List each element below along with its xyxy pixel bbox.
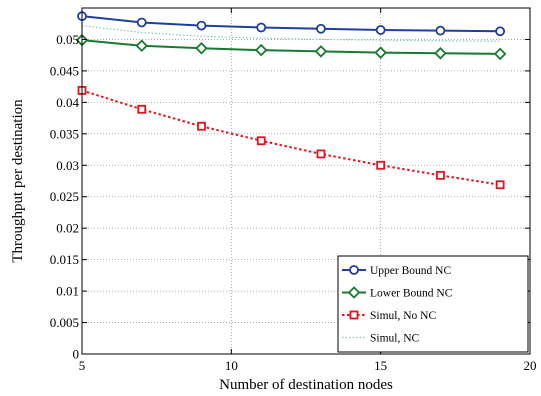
y-tick-label: 0.05	[56, 32, 79, 47]
series-line	[81, 39, 501, 55]
data-point	[376, 160, 386, 170]
y-tick-label: 0	[73, 347, 80, 362]
data-point	[256, 22, 267, 33]
legend-label: Upper Bound NC	[370, 265, 451, 277]
data-point	[435, 170, 445, 180]
y-tick-label: 0.035	[50, 126, 79, 141]
x-axis-label: Number of destination nodes	[219, 377, 393, 393]
y-tick-label: 0.015	[50, 252, 79, 267]
y-tick-label: 0.02	[56, 221, 79, 236]
data-point	[316, 149, 326, 159]
legend-label: Simul, NC	[370, 333, 420, 345]
legend: Upper Bound NC Lower Bound NC Simul, No NC…	[337, 255, 529, 353]
axis-ticks: 5 10 15 20 0 0.005 0.01 0.015 0.02 0.025 0.03 0.035…	[50, 8, 537, 373]
x-tick-label: 20	[524, 358, 537, 373]
y-tick-label: 0.025	[50, 189, 79, 204]
y-tick-label: 0.04	[56, 95, 79, 110]
legend-item: Simul, No NC	[342, 310, 436, 322]
legend-items: Upper Bound NC Lower Bound NC Simul, No NC…	[342, 265, 453, 345]
legend-item: Lower Bound NC	[342, 286, 453, 300]
data-point	[314, 45, 328, 58]
data-point	[374, 46, 387, 59]
data-point	[254, 43, 268, 57]
data-point	[495, 26, 506, 37]
data-point	[256, 136, 266, 146]
y-tick-label: 0.01	[56, 284, 79, 299]
data-point	[137, 104, 147, 114]
data-point	[197, 121, 206, 131]
series-line	[81, 25, 501, 42]
data-point	[195, 41, 208, 55]
x-tick-label: 15	[374, 358, 387, 373]
y-tick-label: 0.03	[56, 158, 79, 173]
y-axis-label: Throughput per destination	[10, 99, 26, 263]
plot-frame	[81, 7, 531, 355]
legend-swatch-marker	[349, 310, 359, 320]
data-point	[495, 180, 505, 190]
legend-item: Simul, NC	[342, 333, 420, 345]
x-tick-label: 5	[79, 358, 86, 373]
data-point	[435, 25, 446, 36]
legend-swatch-marker	[349, 265, 359, 275]
series-line	[81, 89, 501, 186]
x-tick-label: 10	[225, 358, 238, 373]
series-layer	[75, 11, 507, 190]
series-line	[81, 15, 501, 33]
series-simul-nc	[81, 25, 501, 42]
legend-item: Upper Bound NC	[342, 265, 451, 277]
legend-swatch-marker	[347, 286, 361, 299]
series-upper-bound-nc	[77, 11, 506, 37]
data-point	[135, 39, 149, 53]
data-point	[375, 25, 386, 35]
data-point	[434, 47, 447, 60]
legend-box	[337, 255, 529, 353]
data-point	[493, 47, 507, 61]
legend-label: Lower Bound NC	[370, 288, 453, 300]
data-point	[136, 17, 147, 28]
data-point	[196, 20, 207, 31]
data-point	[316, 23, 326, 34]
y-tick-label: 0.045	[50, 63, 79, 78]
y-tick-label: 0.005	[50, 315, 79, 330]
legend-label: Simul, No NC	[370, 310, 436, 322]
